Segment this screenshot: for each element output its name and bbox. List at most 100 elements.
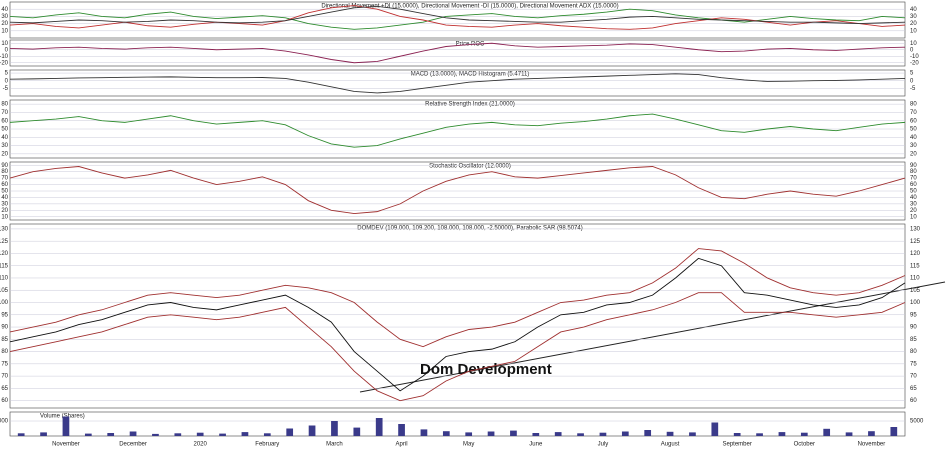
y-tick-label: 80 [910,349,917,355]
y-tick-label: 115 [910,263,920,269]
x-tick-label: February [255,442,279,448]
x-tick-label: April [396,442,408,448]
bar [599,432,607,436]
panel-title: Stochastic Oscillator (12.0000) [429,164,511,170]
annotation: Dom Development [420,361,552,378]
y-tick-label: 80 [1,102,8,108]
y-tick-label: 10 [1,214,8,220]
bar [308,425,316,436]
y-tick-label: 5000 [910,419,924,425]
bar [219,433,226,436]
bar [62,416,70,436]
bar [442,431,450,436]
bar [286,428,294,436]
y-tick-label: 5 [5,71,9,77]
y-tick-label: 65 [910,386,917,392]
y-tick-label: 130 [910,226,921,232]
trend-line [359,281,946,393]
y-tick-label: 90 [1,325,8,331]
y-tick-label: 5 [910,71,914,77]
panel [9,411,906,437]
y-tick-label: 20 [910,208,917,214]
y-tick-label: 10 [1,28,8,34]
y-tick-label: 95 [910,312,917,318]
bar [845,432,853,436]
bar [465,432,473,436]
y-tick-label: 85 [1,337,8,343]
x-tick-label: November [858,442,886,448]
panel-title: Relative Strength Index (21.0000) [425,102,515,108]
y-tick-label: 30 [910,201,917,207]
bar [711,422,719,436]
y-tick-label: 70 [910,176,917,182]
y-tick-label: 50 [1,189,8,195]
bar [398,424,405,436]
x-tick-label: December [119,442,147,448]
series-line [9,113,906,148]
y-tick-label: 5000 [0,419,9,425]
panel-title: DOMDEV (109.000, 109.200, 108.000, 108.0… [357,226,582,232]
panel [9,69,906,97]
y-tick-label: 80 [910,102,917,108]
bar [510,430,517,436]
bar [174,433,182,436]
bar [196,432,204,436]
y-tick-label: 80 [1,349,8,355]
bar [733,433,741,436]
bar [554,432,562,436]
y-tick-label: 10 [910,28,917,34]
panel-title: Volume (Shares) [40,414,85,420]
y-tick-label: 20 [1,21,8,27]
y-tick-label: 60 [1,398,8,404]
series-line [9,292,906,402]
bar [666,431,674,436]
y-tick-label: 50 [910,127,917,133]
y-tick-label: 105 [0,288,9,294]
y-tick-label: -10 [0,54,9,60]
y-tick-label: 20 [910,151,917,157]
y-tick-label: 70 [1,374,8,380]
y-tick-label: 0 [5,47,9,53]
y-tick-label: 120 [0,251,9,257]
series-line [9,248,906,348]
y-tick-label: 0 [910,78,914,84]
y-tick-label: 30 [910,14,917,20]
y-tick-label: 20 [1,151,8,157]
y-tick-label: 40 [910,195,917,201]
series-line [9,42,906,64]
y-tick-label: 40 [910,7,917,13]
bar [644,430,652,436]
y-tick-label: 40 [1,7,8,13]
y-tick-label: 85 [910,337,917,343]
bar [800,432,808,436]
y-tick-label: 105 [910,288,921,294]
y-tick-label: 30 [1,14,8,20]
bar [823,428,831,436]
y-tick-label: 80 [910,169,917,175]
panel-title: MACD (13.0000), MACD Histogram (5.4711) [411,72,530,78]
y-tick-label: 100 [0,300,9,306]
series-line [9,5,906,25]
y-tick-label: 90 [910,325,917,331]
bar [868,431,875,436]
series-line [9,73,906,94]
bar [890,427,898,436]
y-tick-label: 70 [910,110,917,116]
x-tick-label: September [723,442,752,448]
y-tick-label: 10 [910,214,917,220]
series-line [9,257,906,392]
y-tick-label: 65 [1,386,8,392]
y-tick-label: -20 [910,60,919,66]
y-tick-label: 60 [910,182,917,188]
y-tick-label: 50 [1,127,8,133]
bar [532,433,540,436]
y-tick-label: 10 [1,41,8,47]
x-tick-label: May [463,442,474,448]
bar [84,433,92,436]
y-tick-label: 0 [910,47,914,53]
y-tick-label: 30 [1,201,8,207]
bar [331,421,338,436]
panel [9,39,906,67]
bar [577,433,584,436]
